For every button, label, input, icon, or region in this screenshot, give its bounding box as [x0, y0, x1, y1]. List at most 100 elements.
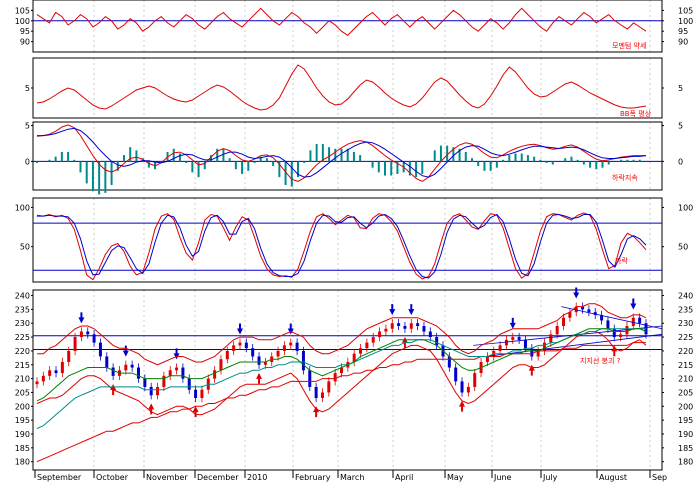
- candle-body: [301, 350, 305, 371]
- candle-body: [562, 317, 566, 326]
- y-tick-label-right: 180: [678, 458, 693, 467]
- y-tick-label-right: 100: [678, 203, 693, 212]
- y-tick-label-right: 190: [678, 430, 693, 439]
- y-tick-label-right: 220: [678, 347, 693, 356]
- month-label: May: [447, 473, 464, 482]
- series-line: [36, 64, 647, 111]
- y-tick-label-left: 0: [25, 157, 30, 166]
- candle-body: [41, 375, 45, 382]
- series-line: [37, 213, 647, 279]
- candle-body: [327, 381, 331, 393]
- panel-annotation: BB폭 평상: [620, 109, 652, 118]
- candle-body: [314, 386, 318, 398]
- candle-body: [200, 389, 204, 398]
- candle-body: [593, 312, 597, 315]
- series-line: [37, 303, 647, 366]
- candle-body: [156, 386, 160, 396]
- candle-body: [111, 367, 115, 376]
- candle-body: [625, 326, 629, 335]
- y-tick-label-left: 230: [15, 319, 30, 328]
- month-label: June: [493, 473, 512, 482]
- month-label: Sep: [652, 473, 667, 482]
- sell-arrow-icon: [122, 345, 129, 357]
- sell-arrow-icon: [389, 304, 396, 316]
- series-line: [36, 7, 647, 37]
- y-tick-label-left: 205: [15, 388, 30, 397]
- panel-macd: 5 0 5 0 하락지속: [25, 121, 683, 195]
- panel-frame: [32, 197, 663, 283]
- panel-frame: [32, 289, 663, 471]
- candle-body: [409, 323, 413, 329]
- candle-body: [359, 348, 363, 354]
- candle-body: [574, 306, 578, 313]
- panel-stochastic: 100 50 100 50 하락: [15, 197, 693, 283]
- y-tick-label-left: 95: [20, 27, 30, 36]
- candle-body: [536, 350, 540, 357]
- candle-body: [435, 337, 439, 346]
- buy-arrow-icon: [256, 372, 263, 384]
- candle-body: [54, 370, 58, 374]
- month-label: November: [146, 473, 188, 482]
- candle-body: [631, 317, 635, 326]
- y-tick-label-right: 95: [678, 27, 688, 36]
- buy-arrow-icon: [611, 345, 618, 357]
- y-tick-label-left: 100: [15, 203, 30, 212]
- y-tick-label-left: 50: [20, 243, 30, 252]
- y-tick-label-left: 180: [15, 458, 30, 467]
- candle-body: [67, 350, 71, 362]
- candle-body: [543, 342, 546, 351]
- y-tick-label-right: 0: [678, 157, 683, 166]
- y-tick-label-left: 5: [25, 122, 30, 131]
- candle-body: [308, 370, 312, 387]
- candle-body: [257, 356, 261, 365]
- panel-bollinger-width: 5 5 BB폭 평상: [25, 57, 683, 119]
- candle-body: [397, 323, 401, 326]
- candle-body: [244, 342, 248, 349]
- y-tick-label-right: 90: [678, 38, 688, 47]
- candle-body: [143, 378, 147, 387]
- candle-body: [295, 342, 299, 351]
- sell-arrow-icon: [408, 304, 415, 316]
- candle-body: [219, 359, 223, 371]
- candle-body: [460, 381, 464, 393]
- candle-body: [384, 328, 388, 332]
- candle-body: [587, 309, 591, 313]
- y-tick-label-left: 240: [15, 292, 30, 301]
- candle-body: [619, 334, 623, 338]
- y-tick-label-left: 190: [15, 430, 30, 439]
- y-tick-label-right: 230: [678, 319, 693, 328]
- candle-body: [187, 378, 191, 390]
- candle-body: [422, 326, 426, 332]
- candle-body: [504, 339, 508, 346]
- candle-body: [365, 342, 369, 349]
- candle-body: [137, 367, 140, 379]
- y-tick-label-right: 210: [678, 375, 693, 384]
- candle-body: [162, 375, 166, 387]
- candle-body: [194, 389, 198, 398]
- panel-frame: [32, 121, 663, 191]
- y-tick-label-left: 90: [20, 38, 30, 47]
- candle-body: [251, 348, 255, 357]
- series-line: [36, 328, 646, 429]
- candle-body: [638, 317, 642, 324]
- month-label: February: [295, 473, 331, 482]
- candle-body: [73, 337, 77, 351]
- grid-layer: [93, 0, 651, 470]
- candle-body: [581, 306, 585, 310]
- panel-annotation: 하락지속: [612, 173, 638, 182]
- candle-body: [124, 364, 128, 371]
- y-tick-label-right: 195: [678, 416, 693, 425]
- month-label: 2010: [247, 473, 267, 482]
- trend-line: [485, 333, 663, 357]
- series-line: [36, 331, 647, 416]
- y-tick-label-right: 240: [678, 292, 693, 301]
- candle-body: [378, 331, 382, 338]
- candle-body: [35, 381, 39, 385]
- candle-body: [352, 353, 356, 362]
- candle-body: [213, 370, 217, 379]
- candle-body: [549, 334, 553, 343]
- y-tick-label-right: 185: [678, 444, 693, 453]
- y-tick-label-right: 215: [678, 361, 693, 370]
